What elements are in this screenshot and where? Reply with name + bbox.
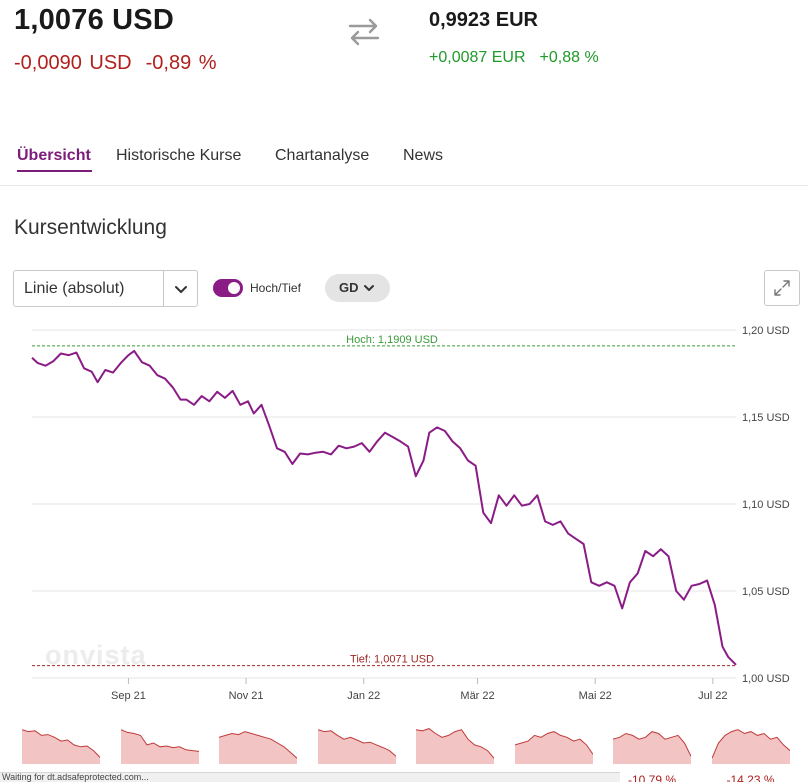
price-change-eur: +0,0087 EUR +0,88 % bbox=[429, 49, 599, 67]
high-label: Hoch: 1,1909 USD bbox=[346, 334, 438, 346]
y-tick-label: 1,20 USD bbox=[742, 325, 790, 337]
tab-historische-kurse[interactable]: Historische Kurse bbox=[116, 147, 242, 164]
sparkline-card[interactable]: -2,41 % bbox=[219, 724, 297, 782]
select-divider bbox=[163, 271, 164, 306]
sparkline-line bbox=[514, 731, 593, 755]
high-low-lines: Hoch: 1,1909 USD Tief: 1,0071 USD bbox=[32, 334, 736, 667]
fullscreen-button[interactable] bbox=[764, 270, 800, 306]
sparkline-line bbox=[22, 729, 100, 758]
price-series-line bbox=[31, 349, 737, 666]
section-title: Kursentwicklung bbox=[14, 216, 167, 239]
x-tick-label: Mär 22 bbox=[460, 690, 494, 702]
x-tick-label: Jul 22 bbox=[698, 690, 727, 702]
status-text: Waiting for dt.adsafeprotected.com... bbox=[2, 772, 149, 782]
change-percent: -0,89 % bbox=[145, 52, 217, 74]
x-tick-label: Nov 21 bbox=[229, 690, 264, 702]
sparkline-area bbox=[613, 731, 691, 764]
sparkline-area bbox=[317, 729, 396, 764]
chart-type-value: Linie (absolut) bbox=[24, 280, 125, 297]
y-tick-label: 1,00 USD bbox=[742, 673, 790, 685]
onvista-watermark: onvista bbox=[45, 640, 147, 670]
sparkline-line bbox=[613, 731, 691, 757]
price-chart[interactable]: onvista Hoch: 1,1909 USD Tief: 1,0071 USD… bbox=[0, 318, 808, 718]
sparkline-card[interactable]: -14,01 % bbox=[416, 724, 494, 782]
sparkline-card[interactable]: -10,55 % bbox=[317, 724, 396, 782]
sparkline-area bbox=[416, 728, 494, 764]
change-percent-eur: +0,88 % bbox=[539, 49, 599, 66]
toggle-knob bbox=[228, 282, 240, 294]
sparkline-card[interactable]: -14,23 % bbox=[711, 724, 790, 782]
sparkline-line bbox=[317, 729, 396, 757]
sparkline-line bbox=[711, 729, 790, 759]
sparkline-label: -10,79 % bbox=[627, 773, 677, 782]
y-tick-label: 1,05 USD bbox=[742, 586, 790, 598]
sparkline-line bbox=[219, 731, 297, 759]
x-axis: Sep 21 Nov 21 Jan 22 Mär 22 Mai 22 Jul 22 bbox=[111, 678, 728, 702]
gd-label: GD bbox=[339, 280, 359, 295]
series-layer bbox=[31, 349, 737, 666]
sparkline-line bbox=[120, 729, 199, 752]
chart-type-select[interactable]: Linie (absolut) bbox=[13, 270, 198, 307]
sparkline-chart bbox=[416, 728, 494, 764]
sparkline-area bbox=[219, 731, 297, 764]
low-label: Tief: 1,0071 USD bbox=[350, 654, 434, 666]
sparkline-card[interactable]: -9,48 % bbox=[514, 724, 593, 782]
high-low-label: Hoch/Tief bbox=[250, 281, 301, 295]
expand-icon bbox=[774, 280, 790, 296]
gd-dropdown-button[interactable]: GD bbox=[325, 274, 390, 302]
y-axis: 1,00 USD 1,05 USD 1,10 USD 1,15 USD 1,20 USD bbox=[742, 325, 790, 685]
tab-news[interactable]: News bbox=[403, 147, 444, 164]
tab-chartanalyse[interactable]: Chartanalyse bbox=[275, 147, 370, 164]
active-tab-indicator bbox=[17, 170, 92, 172]
chart-grid bbox=[32, 329, 736, 679]
sparkline-line bbox=[416, 728, 494, 759]
sparkline-area bbox=[22, 729, 100, 764]
tab-uebersicht[interactable]: Übersicht bbox=[17, 147, 91, 164]
price-eur: 0,9923 EUR bbox=[429, 9, 538, 31]
chevron-down-icon bbox=[364, 285, 374, 291]
sparkline-area bbox=[514, 731, 593, 764]
sparkline-chart bbox=[613, 731, 691, 764]
sparkline-card[interactable]: -0,89 % bbox=[120, 724, 199, 782]
price-change: -0,0090 USD -0,89 % bbox=[14, 52, 217, 75]
sparkline-card[interactable]: -10,79 % bbox=[613, 724, 691, 782]
sparkline-area bbox=[711, 729, 790, 764]
x-tick-label: Jan 22 bbox=[347, 690, 380, 702]
swap-arrows-icon[interactable] bbox=[346, 16, 382, 48]
y-tick-label: 1,15 USD bbox=[742, 412, 790, 424]
sparkline-chart bbox=[22, 729, 100, 764]
chevron-down-icon bbox=[175, 286, 187, 293]
sparkline-chart bbox=[219, 731, 297, 764]
browser-status-bar: Waiting for dt.adsafeprotected.com... bbox=[0, 772, 620, 782]
price-usd: 1,0076 USD bbox=[14, 4, 174, 36]
x-tick-label: Mai 22 bbox=[579, 690, 612, 702]
sparkline-card[interactable]: -0,83 % bbox=[22, 724, 100, 782]
tab-bar: Übersicht Historische Kurse Chartanalyse… bbox=[0, 140, 808, 186]
sparkline-chart bbox=[514, 731, 593, 764]
sparkline-chart bbox=[317, 729, 396, 764]
y-tick-label: 1,10 USD bbox=[742, 499, 790, 511]
sparkline-chart bbox=[120, 729, 199, 764]
sparkline-label: -14,23 % bbox=[726, 773, 775, 782]
x-tick-label: Sep 21 bbox=[111, 690, 146, 702]
change-absolute-eur: +0,0087 EUR bbox=[429, 49, 526, 66]
high-low-toggle[interactable] bbox=[213, 279, 243, 297]
change-absolute: -0,0090 USD bbox=[14, 52, 132, 74]
sparkline-chart bbox=[711, 729, 790, 764]
